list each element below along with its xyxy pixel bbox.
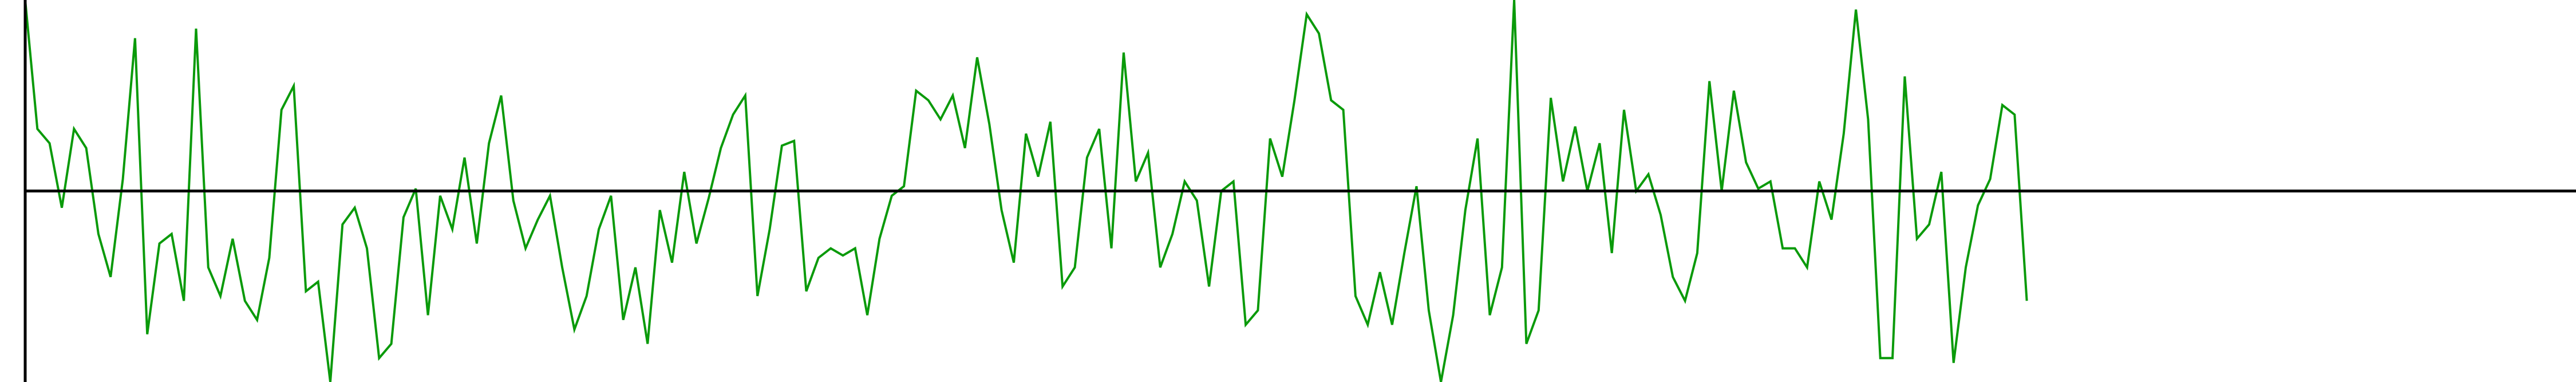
axis-layer xyxy=(23,0,2576,382)
series-line-0 xyxy=(24,0,2028,382)
series-layer xyxy=(24,0,2028,382)
